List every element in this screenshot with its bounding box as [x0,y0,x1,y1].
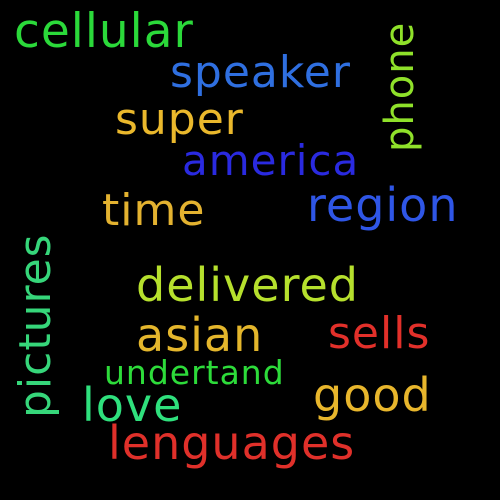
word-sells: sells [328,308,431,359]
word-love: love [82,378,183,432]
word-super: super [115,94,244,145]
word-phone: phone [377,21,423,152]
word-cellular: cellular [14,4,194,59]
word-asian: asian [136,308,264,362]
word-good: good [313,368,432,422]
word-pictures: pictures [10,233,61,418]
word-undertand: undertand [104,353,285,392]
word-america: america [182,136,360,185]
word-time: time [102,185,206,236]
word-speaker: speaker [170,47,351,98]
word-lenguages: lenguages [108,416,356,470]
word-delivered: delivered [136,258,359,312]
word-region: region [307,178,459,232]
